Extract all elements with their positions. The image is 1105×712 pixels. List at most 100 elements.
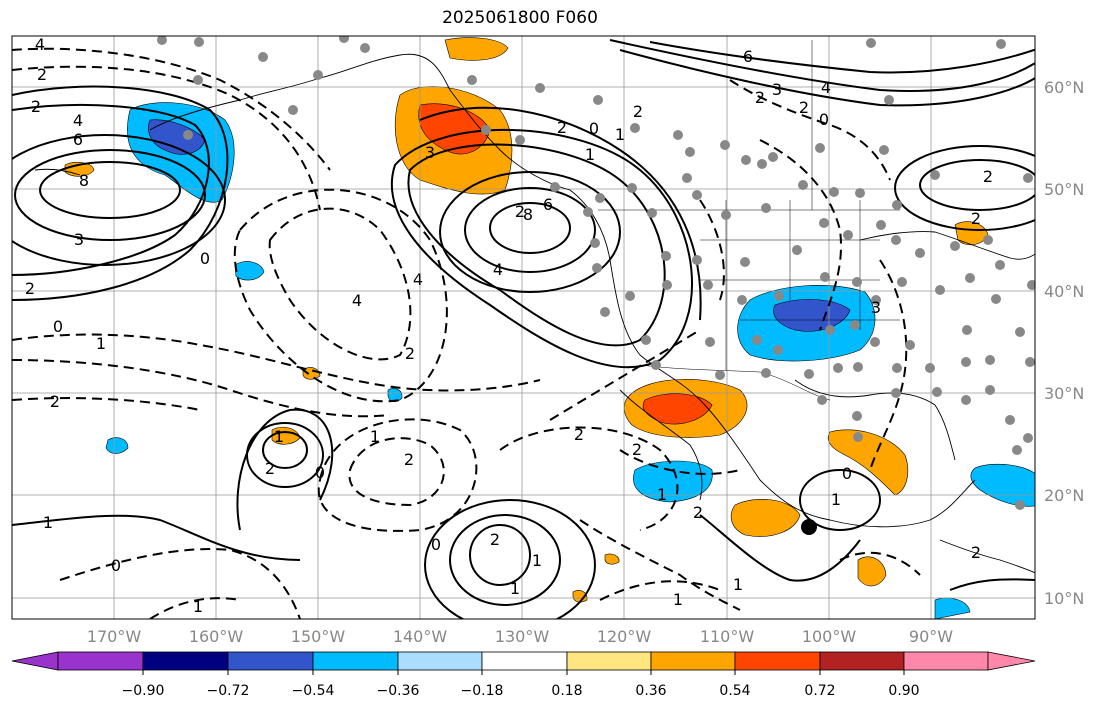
contour-label: 1 [510,579,520,598]
map-border [11,35,1036,620]
contour-label: 1 [585,145,595,164]
contour-label: 3 [425,143,435,162]
colorbar-segment [227,651,314,671]
lon-label: 140°W [393,627,448,646]
contour-label: 8 [523,205,533,224]
colorbar-segment [903,651,989,671]
colorbar-extend-high [987,651,1036,671]
colorbar-segment [142,651,229,671]
contour-label: 2 [632,440,642,459]
contour-label: 2 [971,209,981,228]
colorbar [11,651,1036,671]
contour-label: 1 [615,125,625,144]
colorbar-ticks [142,670,905,675]
longitude-labels: 170°W 160°W 150°W 140°W 130°W 120°W 110°… [87,627,953,646]
colorbar-extend-low [11,651,59,671]
contour-label: 1 [673,590,683,609]
colorbar-tick-label: 0.18 [551,683,582,699]
contour-label: 2 [574,425,584,444]
contour-label: 0 [819,110,829,129]
contour-label: 1 [274,427,284,446]
contour-label: 3 [74,230,84,249]
contour-label: 3 [871,298,881,317]
contour-label: 0 [53,317,63,336]
colorbar-segment [819,651,905,671]
contour-label: 2 [799,98,809,117]
contour-label: 2 [404,450,414,469]
station-markers [157,36,1035,510]
contour-label: 0 [111,556,121,575]
colorbar-tick-labels: −0.90 −0.72 −0.54 −0.36 −0.18 0.18 0.36 … [122,683,920,699]
colorbar-tick-label: 0.54 [719,683,750,699]
contour-label: 4 [35,35,45,54]
contour-label: 6 [743,47,753,66]
latitude-labels: 60°N 50°N 40°N 30°N 20°N 10°N [1044,78,1084,608]
contour-label: 1 [43,513,53,532]
contour-label: 4 [73,111,83,130]
location-marker [801,519,817,535]
colorbar-tick-label: 0.90 [888,683,919,699]
contour-label: 0 [200,249,210,268]
dashed-contours [12,47,921,619]
contour-label: 1 [657,485,667,504]
contour-label: 1 [733,575,743,594]
contour-label: 2 [633,102,643,121]
contour-label: 6 [543,195,553,214]
contour-label: 2 [265,459,275,478]
contour-label: 2 [755,88,765,107]
contour-label: 2 [983,167,993,186]
lon-label: 90°W [909,627,953,646]
coastlines [34,53,1035,574]
contour-label: 1 [370,427,380,446]
contour-label: 1 [96,334,106,353]
colorbar-tick-label: −0.36 [377,683,420,699]
lon-label: 130°W [495,627,550,646]
colorbar-segment [566,651,652,671]
lon-label: 120°W [597,627,652,646]
contour-label: 2 [515,202,525,221]
contour-label: 8 [79,171,89,190]
contour-label: 2 [31,97,41,116]
contour-label: 4 [352,291,362,310]
colorbar-segment [734,651,821,671]
contour-label: 3 [772,80,782,99]
lat-label: 50°N [1044,180,1084,199]
lat-label: 10°N [1044,589,1084,608]
colorbar-tick-label: 0.72 [804,683,835,699]
contour-label: 0 [431,535,441,554]
lat-label: 40°N [1044,282,1084,301]
contour-label: 1 [532,551,542,570]
contour-label: 0 [315,463,325,482]
contour-label: 2 [971,543,981,562]
contour-label: 6 [73,130,83,149]
colorbar-tick-label: −0.18 [461,683,504,699]
contour-label: 0 [842,464,852,483]
colorbar-tick-label: −0.90 [122,683,165,699]
colorbar-segment [397,651,483,671]
contour-label: 4 [413,270,423,289]
lat-label: 20°N [1044,486,1084,505]
contour-label: 2 [693,503,703,522]
contour-label: 2 [50,392,60,411]
contour-label: 4 [821,78,831,97]
colorbar-segment [650,651,736,671]
contour-label: 4 [493,260,503,279]
lon-label: 160°W [189,627,244,646]
colorbar-segment [312,651,399,671]
colorbar-tick-label: 0.36 [635,683,666,699]
map-title: 2025061800 F060 [442,8,598,28]
lon-label: 150°W [291,627,346,646]
colorbar-tick-label: −0.72 [207,683,250,699]
lat-label: 60°N [1044,78,1084,97]
contour-label: 1 [193,597,203,616]
lon-label: 110°W [700,627,755,646]
contour-label: 2 [557,118,567,137]
colorbar-segment [481,651,568,671]
lon-label: 100°W [802,627,857,646]
contour-label: 2 [490,530,500,549]
contour-label: 2 [25,279,35,298]
lat-label: 30°N [1044,384,1084,403]
contour-label: 2 [37,65,47,84]
contour-label: 1 [831,490,841,509]
